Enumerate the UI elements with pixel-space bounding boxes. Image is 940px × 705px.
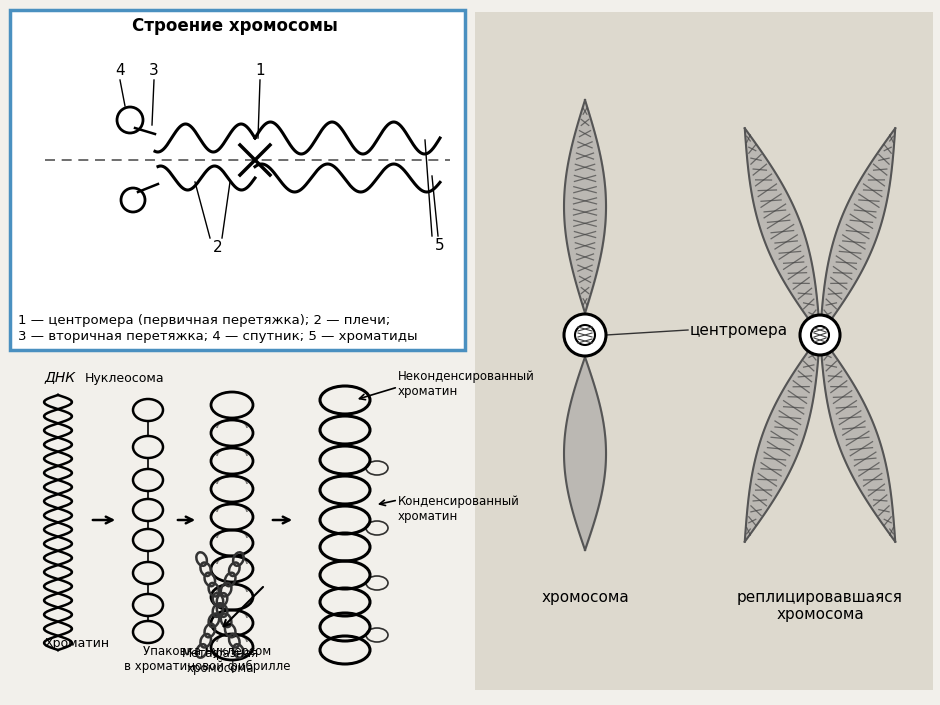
Text: Упаковка нуклеосом
в хроматиновой фибрилле: Упаковка нуклеосом в хроматиновой фибрил… bbox=[124, 645, 290, 673]
Polygon shape bbox=[820, 128, 895, 335]
Polygon shape bbox=[744, 128, 820, 335]
Text: 4: 4 bbox=[116, 63, 125, 78]
Text: Нуклеосома: Нуклеосома bbox=[86, 372, 164, 385]
Text: 1 — центромера (первичная перетяжка); 2 — плечи;: 1 — центромера (первичная перетяжка); 2 … bbox=[18, 314, 390, 327]
FancyBboxPatch shape bbox=[475, 12, 933, 690]
Text: Неконденсированный
хроматин: Неконденсированный хроматин bbox=[398, 370, 535, 398]
Text: 3 — вторичная перетяжка; 4 — спутник; 5 — хроматиды: 3 — вторичная перетяжка; 4 — спутник; 5 … bbox=[18, 330, 417, 343]
Text: центромера: центромера bbox=[690, 322, 788, 338]
Text: реплицировавшаяся
хромосома: реплицировавшаяся хромосома bbox=[737, 590, 903, 623]
Text: 2: 2 bbox=[213, 240, 223, 255]
Circle shape bbox=[564, 314, 606, 356]
Polygon shape bbox=[820, 335, 895, 541]
Text: Хроматин: Хроматин bbox=[45, 637, 110, 650]
Text: Конденсированный
хроматин: Конденсированный хроматин bbox=[398, 495, 520, 523]
Text: 1: 1 bbox=[255, 63, 265, 78]
Text: хромосома: хромосома bbox=[541, 590, 629, 605]
FancyBboxPatch shape bbox=[10, 10, 465, 350]
Text: ДНК: ДНК bbox=[45, 370, 76, 384]
Text: Строение хромосомы: Строение хромосомы bbox=[132, 17, 338, 35]
Circle shape bbox=[800, 315, 840, 355]
Text: 5: 5 bbox=[435, 238, 445, 253]
Text: 3: 3 bbox=[149, 63, 159, 78]
Text: Метафазная
хромосома: Метафазная хромосома bbox=[181, 647, 258, 675]
Polygon shape bbox=[744, 335, 820, 541]
